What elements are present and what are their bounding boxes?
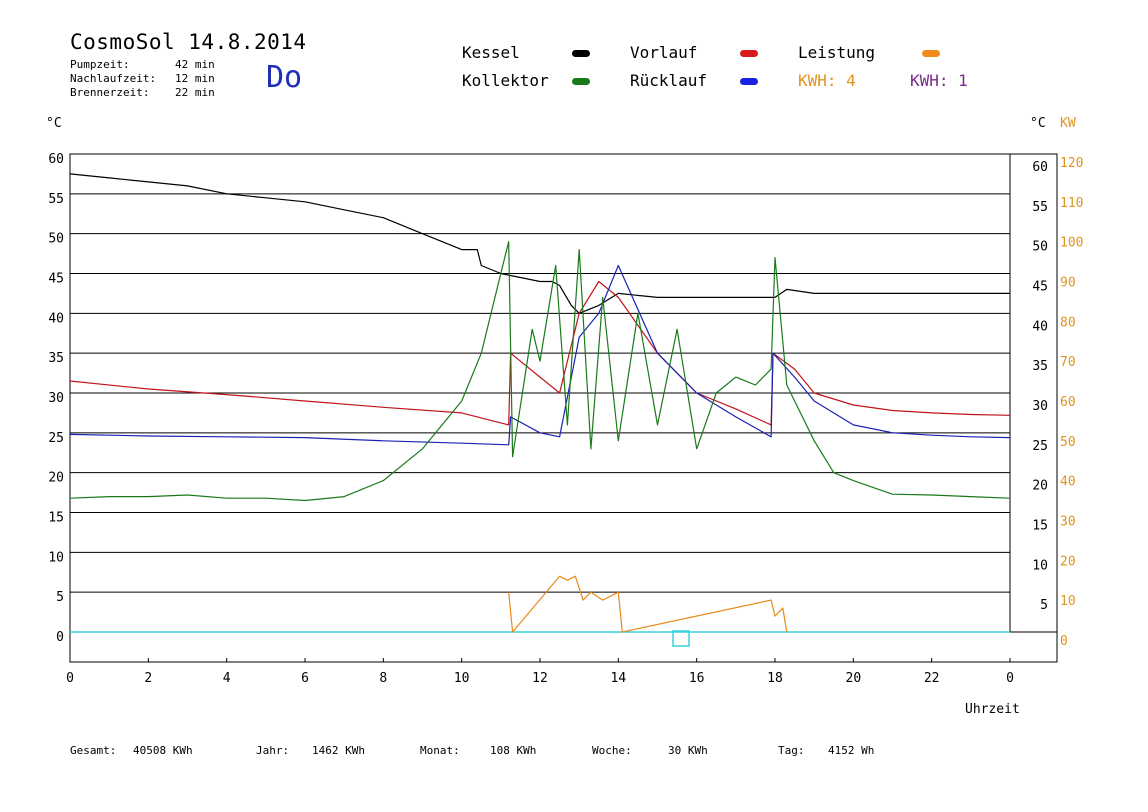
series-line-kollektor — [69, 241, 1011, 502]
y-left-tick-label: 60 — [48, 152, 64, 167]
y-right-kw-tick-label: 30 — [1060, 515, 1076, 530]
legend-vorlauf-swatch — [740, 50, 758, 57]
y-left-tick-label: 25 — [48, 431, 64, 446]
y-right-kw-tick-label: 60 — [1060, 395, 1076, 410]
y-left-tick-label: 10 — [48, 550, 64, 565]
y-left-tick-label: 15 — [48, 511, 64, 526]
footer-jahr-label: Jahr: — [256, 744, 290, 757]
weekday-label: Do — [266, 60, 303, 95]
nachlaufzeit-label: Nachlaufzeit: — [70, 72, 157, 85]
legend-leistung-swatch — [922, 50, 940, 57]
x-tick-label: 2 — [144, 671, 152, 686]
footer-gesamt-label: Gesamt: — [70, 744, 117, 757]
x-tick-label: 0 — [1006, 671, 1014, 686]
legend-kessel-label: Kessel — [462, 43, 520, 62]
y-right-kw-tick-label: 40 — [1060, 475, 1076, 490]
x-tick-label: 10 — [454, 671, 470, 686]
series-line-leistung — [508, 575, 788, 633]
y-right-temp-tick-label: 50 — [1032, 240, 1048, 255]
y-right-kw-tick-label: 90 — [1060, 276, 1076, 291]
chart-title: CosmoSol 14.8.2014 — [70, 30, 307, 54]
legend-kollektor-swatch — [572, 78, 590, 85]
y-right-temp-tick-label: 60 — [1032, 160, 1048, 175]
y-left-tick-label: 0 — [56, 630, 64, 645]
y-left-tick-label: 30 — [48, 391, 64, 406]
footer-gesamt-value: 40508 KWh — [133, 744, 193, 757]
series-line-rcklauf — [69, 264, 1011, 446]
footer-woche-value: 30 KWh — [668, 744, 708, 757]
y-right-temp-tick-label: 40 — [1032, 319, 1048, 334]
x-tick-label: 0 — [66, 671, 74, 686]
legend-vorlauf-label: Vorlauf — [630, 43, 698, 62]
y-left-tick-label: 45 — [48, 272, 64, 287]
y-right-unit-temp: °C — [1030, 116, 1046, 131]
y-left-tick-label: 20 — [48, 471, 64, 486]
y-left-tick-label: 40 — [48, 311, 64, 326]
x-tick-label: 16 — [689, 671, 705, 686]
footer-monat-value: 108 KWh — [490, 744, 537, 757]
x-tick-label: 22 — [924, 671, 940, 686]
pumpzeit-label: Pumpzeit: — [70, 58, 130, 71]
x-tick-label: 20 — [846, 671, 862, 686]
x-tick-label: 8 — [379, 671, 387, 686]
brennerzeit-label: Brennerzeit: — [70, 86, 150, 99]
legend-kollektor-label: Kollektor — [462, 71, 549, 90]
pumpzeit-value: 42 min — [175, 58, 215, 71]
y-right-kw-tick-label: 50 — [1060, 435, 1076, 450]
legend-ruecklauf-swatch — [740, 78, 758, 85]
y-right-temp-tick-label: 55 — [1032, 200, 1048, 215]
x-tick-label: 14 — [611, 671, 627, 686]
y-left-unit: °C — [46, 116, 62, 131]
y-right-temp-tick-label: 30 — [1032, 399, 1048, 414]
y-right-kw-tick-label: 100 — [1060, 236, 1083, 251]
y-right-kw-tick-label: 70 — [1060, 355, 1076, 370]
x-tick-label: 12 — [532, 671, 548, 686]
legend-kwh-orange: KWH: 4 — [798, 71, 856, 90]
y-right-unit-kw: KW — [1060, 116, 1076, 131]
y-right-kw-tick-label: 120 — [1060, 156, 1083, 171]
y-right-temp-tick-label: 35 — [1032, 359, 1048, 374]
plot-frame — [69, 153, 1058, 663]
footer-jahr-value: 1462 KWh — [312, 744, 365, 757]
y-left-tick-label: 50 — [48, 232, 64, 247]
x-axis-label: Uhrzeit — [965, 702, 1020, 717]
y-right-temp-tick-label: 15 — [1032, 519, 1048, 534]
legend-ruecklauf-label: Rücklauf — [630, 71, 708, 90]
time-marker — [672, 630, 690, 647]
nachlaufzeit-value: 12 min — [175, 72, 215, 85]
legend-kessel-swatch — [572, 50, 590, 57]
y-right-temp-tick-label: 5 — [1040, 598, 1048, 613]
y-left-tick-label: 55 — [48, 192, 64, 207]
x-tick-label: 4 — [223, 671, 231, 686]
footer-tag-value: 4152 Wh — [828, 744, 875, 757]
y-right-temp-tick-label: 20 — [1032, 479, 1048, 494]
y-right-temp-tick-label: 25 — [1032, 439, 1048, 454]
x-tick-label: 6 — [301, 671, 309, 686]
y-right-kw-tick-label: 80 — [1060, 315, 1076, 330]
y-right-temp-tick-label: 10 — [1032, 558, 1048, 573]
series-line-kessel — [69, 173, 1010, 314]
footer-tag-label: Tag: — [778, 744, 805, 757]
y-left-tick-label: 35 — [48, 351, 64, 366]
y-left-tick-label: 5 — [56, 590, 64, 605]
series-line-vorlauf — [69, 280, 1011, 426]
footer-woche-label: Woche: — [592, 744, 632, 757]
footer-monat-label: Monat: — [420, 744, 460, 757]
y-right-kw-tick-label: 10 — [1060, 594, 1076, 609]
y-right-kw-tick-label: 110 — [1060, 196, 1083, 211]
y-right-kw-tick-label: 20 — [1060, 554, 1076, 569]
y-right-temp-tick-label: 45 — [1032, 280, 1048, 295]
y-right-kw-tick-label: 0 — [1060, 634, 1068, 649]
legend-leistung-label: Leistung — [798, 43, 876, 62]
brennerzeit-value: 22 min — [175, 86, 215, 99]
legend-kwh-purple: KWH: 1 — [910, 71, 968, 90]
x-tick-label: 18 — [767, 671, 783, 686]
